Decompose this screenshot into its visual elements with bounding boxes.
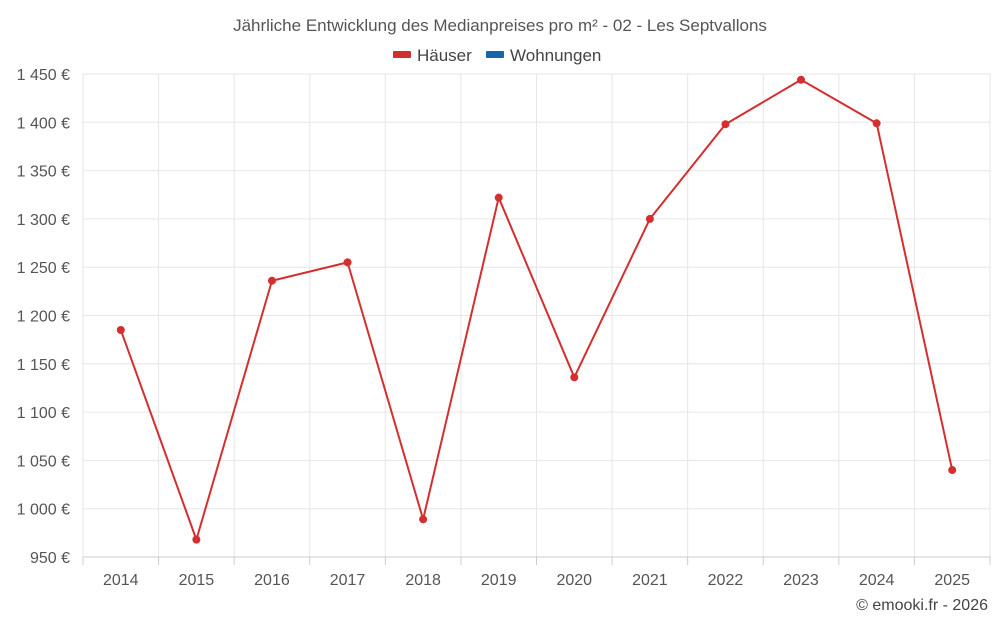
data-point-haeuser[interactable] (267, 276, 276, 285)
x-tick-label: 2016 (254, 572, 290, 589)
y-tick-label: 1 000 € (17, 502, 70, 519)
x-tick-label: 2025 (934, 572, 970, 589)
x-tick-label: 2023 (783, 572, 819, 589)
y-tick-label: 1 050 € (17, 453, 70, 470)
data-point-haeuser[interactable] (343, 258, 352, 267)
x-tick-label: 2024 (859, 572, 895, 589)
data-point-haeuser[interactable] (419, 515, 428, 524)
legend-swatch-wohnungen (486, 51, 504, 58)
grid (82, 73, 991, 558)
data-point-haeuser[interactable] (192, 535, 201, 544)
data-point-haeuser[interactable] (645, 214, 654, 223)
y-tick-label: 1 250 € (17, 260, 70, 277)
x-tick-label: 2022 (708, 572, 744, 589)
legend-swatch-haeuser (393, 51, 411, 58)
legend-item-wohnungen[interactable]: Wohnungen (486, 46, 601, 65)
data-point-haeuser[interactable] (494, 193, 503, 202)
x-tick-label: 2018 (405, 572, 441, 589)
legend-label-wohnungen: Wohnungen (510, 46, 601, 65)
data-point-haeuser[interactable] (721, 120, 730, 129)
data-point-haeuser[interactable] (116, 325, 125, 334)
series-line-haeuser (119, 78, 954, 541)
data-point-haeuser[interactable] (872, 119, 881, 128)
data-point-haeuser[interactable] (570, 373, 579, 382)
legend-label-haeuser: Häuser (417, 46, 472, 65)
legend: Häuser Wohnungen (393, 46, 601, 65)
y-tick-label: 1 200 € (17, 309, 70, 326)
data-point-haeuser[interactable] (948, 466, 957, 475)
x-tick-label: 2019 (481, 572, 517, 589)
y-tick-label: 1 400 € (17, 115, 70, 132)
y-tick-label: 950 € (30, 550, 70, 567)
x-tick-label: 2015 (179, 572, 215, 589)
x-tick-label: 2020 (556, 572, 592, 589)
data-point-haeuser[interactable] (797, 75, 806, 84)
y-tick-label: 1 450 € (17, 67, 70, 84)
y-tick-label: 1 100 € (17, 405, 70, 422)
series-haeuser (116, 75, 957, 544)
credit-text: © emooki.fr - 2026 (856, 597, 988, 614)
x-tick-label: 2014 (103, 572, 139, 589)
y-tick-label: 1 300 € (17, 212, 70, 229)
legend-item-haeuser[interactable]: Häuser (393, 46, 472, 65)
chart-title: Jährliche Entwicklung des Medianpreises … (233, 16, 767, 35)
axes: 950 € 1 000 € 1 050 € 1 100 € 1 150 € 1 200 €… (17, 67, 991, 589)
y-tick-label: 1 350 € (17, 164, 70, 181)
x-tick-label: 2017 (330, 572, 366, 589)
y-tick-label: 1 150 € (17, 357, 70, 374)
x-tick-label: 2021 (632, 572, 668, 589)
